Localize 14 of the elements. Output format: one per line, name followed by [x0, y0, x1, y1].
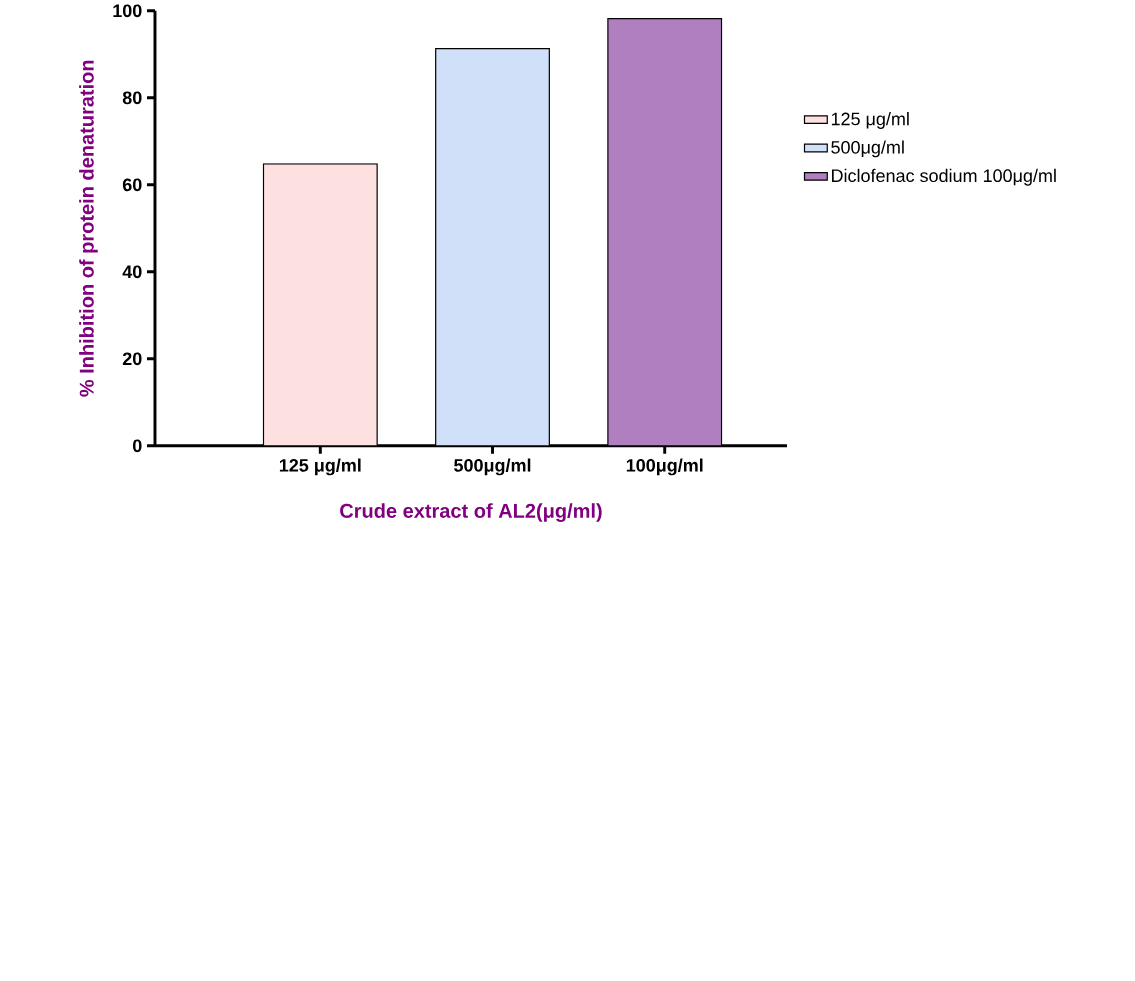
x-tick-label: 125 μg/ml: [279, 458, 361, 476]
y-axis-title: % Inhibition of protein denaturation: [79, 60, 98, 397]
y-tick-label: 0: [132, 439, 142, 453]
x-tick-label: 100μg/ml: [626, 458, 703, 476]
legend-label: 125 μg/ml: [831, 112, 909, 129]
y-tick-label: 80: [122, 91, 142, 105]
legend-label: 500μg/ml: [831, 140, 904, 158]
y-tick-label: 20: [122, 352, 142, 366]
x-tick-label: 500μg/ml: [454, 458, 531, 476]
y-tick-label: 60: [122, 178, 142, 192]
y-tick-label: 100: [113, 4, 142, 18]
y-tick-label: 40: [122, 265, 142, 279]
x-axis-title: Crude extract of AL2(μg/ml): [340, 503, 602, 522]
legend-label: Diclofenac sodium 100μg/ml: [832, 168, 1056, 186]
